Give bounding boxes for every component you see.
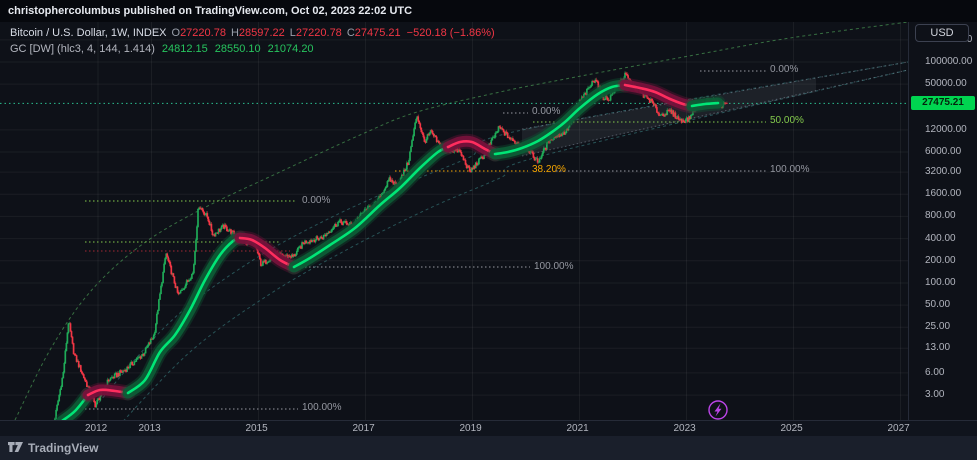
price-axis-label: 1600.00 (925, 188, 962, 200)
attribution-bar: christophercolumbus published on Trading… (0, 0, 977, 22)
time-axis-label: 2017 (352, 423, 375, 434)
ohlc-value: 27475.21 (354, 27, 401, 39)
ohlc-key: O (171, 27, 181, 39)
ohlc-key: L (289, 27, 296, 39)
ohlc-value: 27220.78 (295, 27, 342, 39)
ohlc-values: O27220.78 H28597.22 L27220.78 C27475.21 (167, 27, 401, 39)
attribution-text: christophercolumbus published on Trading… (8, 5, 413, 17)
bottom-bar: TradingView (0, 436, 977, 460)
time-axis-label: 2013 (138, 423, 161, 434)
price-axis-label: 6.00 (925, 366, 945, 378)
time-axis[interactable]: 2012 2013 2015 2017 2019 2021 2023 2025 2027 (0, 420, 977, 436)
price-axis-label: 50000.00 (925, 78, 967, 90)
fib-level-label: 38.20% (532, 164, 566, 175)
tradingview-logo-icon (8, 441, 23, 455)
time-axis-label: 2027 (887, 423, 910, 434)
indicator-values: 24812.15 28550.10 21074.20 (155, 43, 314, 55)
time-axis-label: 2012 (85, 423, 108, 434)
last-price-label: 27475.21 (911, 96, 975, 111)
price-axis-label: 100000.00 (925, 56, 973, 67)
indicator-title[interactable]: GC [DW] (hlc3, 4, 144, 1.414) (10, 43, 155, 55)
symbol-title[interactable]: Bitcoin / U.S. Dollar, 1W, INDEX (10, 27, 167, 39)
fib-level-label: 50.00% (770, 115, 804, 126)
time-axis-label: 2025 (780, 423, 803, 434)
price-axis-label: 50.00 (925, 299, 951, 311)
indicator-value: 28550.10 (214, 43, 261, 55)
price-chart-canvas[interactable] (0, 22, 908, 420)
ohlc-key: H (230, 27, 239, 39)
tradingview-logo[interactable]: TradingView (8, 441, 98, 455)
fib-level-label: 0.00% (770, 64, 799, 75)
price-axis-label: 6000.00 (925, 145, 962, 157)
currency-toggle-button[interactable]: USD (915, 24, 969, 42)
symbol-legend-row[interactable]: Bitcoin / U.S. Dollar, 1W, INDEX O27220.7… (10, 26, 495, 40)
price-axis-label: 200.00 (925, 254, 956, 266)
fib-level-label: 0.00% (532, 106, 561, 117)
fib-level-label: 100.00% (770, 164, 810, 175)
chart-pane[interactable]: Bitcoin / U.S. Dollar, 1W, INDEX O27220.7… (0, 22, 908, 420)
fib-level-label: 0.00% (302, 195, 331, 206)
boost-lightning-icon[interactable] (708, 400, 728, 420)
time-axis-label: 2021 (566, 423, 589, 434)
price-axis-label: 3200.00 (925, 166, 962, 178)
price-axis[interactable]: USD 27475.21 200000.00100000.0050000.001… (908, 22, 977, 420)
ohlc-key: C (346, 27, 355, 39)
price-axis-label: 25.00 (925, 321, 951, 333)
price-axis-label: 12000.00 (925, 123, 967, 135)
price-axis-label: 800.00 (925, 210, 956, 222)
indicator-legend-row[interactable]: GC [DW] (hlc3, 4, 144, 1.414) 24812.15 285… (10, 42, 495, 56)
fib-level-label: 100.00% (534, 261, 574, 272)
change-value: −520.18 (−1.86%) (406, 27, 495, 39)
chart-legend: Bitcoin / U.S. Dollar, 1W, INDEX O27220.7… (10, 26, 495, 58)
indicator-value: 21074.20 (267, 43, 314, 55)
time-axis-label: 2023 (673, 423, 696, 434)
price-axis-label: 100.00 (925, 276, 956, 288)
tradingview-logo-text: TradingView (28, 441, 99, 455)
time-axis-label: 2019 (459, 423, 482, 434)
indicator-value: 24812.15 (161, 43, 208, 55)
time-axis-label: 2015 (245, 423, 268, 434)
price-axis-label: 400.00 (925, 232, 956, 244)
ohlc-value: 27220.78 (180, 27, 226, 39)
ohlc-value: 28597.22 (238, 27, 285, 39)
price-axis-label: 3.00 (925, 389, 945, 401)
price-axis-label: 13.00 (925, 342, 951, 354)
fib-level-label: 100.00% (302, 402, 342, 413)
